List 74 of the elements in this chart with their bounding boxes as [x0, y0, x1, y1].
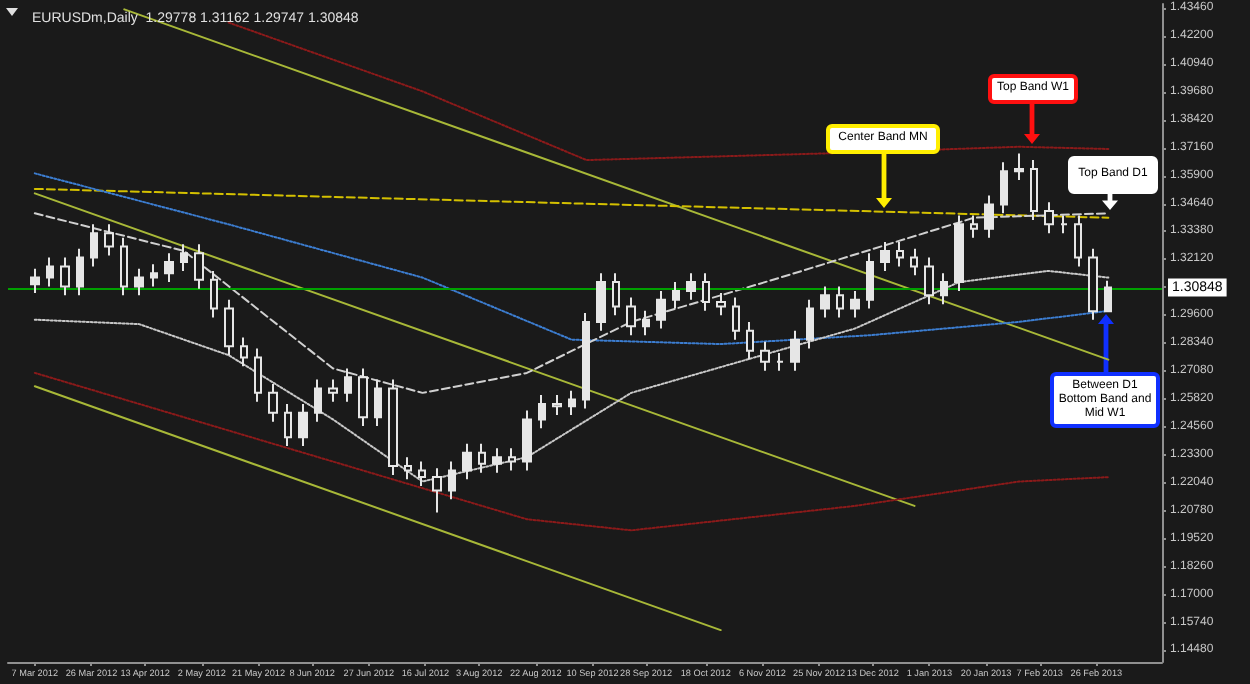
candlestick: [702, 272, 710, 312]
candlestick: [1014, 152, 1024, 182]
candlestick: [478, 442, 486, 474]
candlestick: [150, 263, 158, 288]
candlestick: [432, 467, 442, 514]
candlestick: [924, 256, 934, 306]
candlestick: [954, 214, 964, 292]
candlestick: [388, 378, 398, 476]
candlestick: [194, 243, 204, 290]
candlestick: [538, 394, 546, 430]
candlestick: [210, 269, 218, 319]
candlestick: [760, 340, 770, 372]
candlestick: [134, 267, 144, 297]
candlestick: [1088, 247, 1098, 321]
candlestick: [30, 267, 40, 295]
candlestick: [404, 456, 412, 481]
candlestick: [328, 378, 338, 403]
candlestick: [836, 285, 844, 319]
candlestick: [850, 289, 860, 319]
candlestick: [522, 409, 532, 472]
candlestick: [104, 223, 114, 257]
candlestick: [462, 442, 472, 481]
candlestick: [970, 214, 978, 239]
candlestick: [1060, 214, 1068, 235]
candlestick: [626, 296, 636, 337]
candlestick: [1000, 161, 1008, 215]
candlestick: [642, 309, 650, 337]
candlestick: [448, 460, 456, 501]
candlestick: [374, 378, 382, 428]
candlestick: [672, 281, 680, 310]
candlestick: [582, 312, 590, 410]
candlestick: [568, 389, 576, 417]
candlestick: [866, 252, 874, 310]
candlestick: [314, 378, 322, 423]
candlestick: [1074, 214, 1082, 268]
candlestick: [60, 256, 70, 297]
candlestick: [790, 329, 800, 372]
candlestick: [880, 241, 890, 272]
candlestick: [492, 447, 502, 474]
candlestick: [90, 223, 98, 268]
candlestick: [1030, 159, 1038, 221]
candlestick: [984, 194, 994, 239]
candlestick: [418, 460, 426, 487]
candlestick: [596, 272, 606, 332]
candlestick: [940, 272, 948, 306]
candlestick: [180, 243, 188, 272]
candlestick: [268, 382, 278, 423]
candlestick: [820, 285, 830, 319]
candlestick: [716, 292, 726, 317]
candlestick: [910, 247, 918, 277]
candlestick: [254, 347, 262, 403]
candlestick: [806, 298, 814, 350]
candlestick: [1104, 279, 1112, 314]
candlestick: [358, 367, 368, 428]
candlestick: [612, 272, 620, 317]
candlestick: [656, 289, 666, 330]
candlestick: [240, 336, 248, 368]
line-series: [227, 21, 1110, 162]
candlestick: [686, 272, 696, 301]
candlestick: [284, 402, 292, 448]
candlestick: [552, 394, 562, 417]
candlestick: [732, 296, 740, 341]
candlestick: [344, 367, 352, 403]
candlestick: [120, 236, 128, 297]
candlestick: [1044, 201, 1054, 235]
candlestick: [508, 447, 516, 472]
candlestick: [776, 351, 784, 372]
candlestick: [76, 247, 84, 297]
candlestick: [746, 320, 754, 361]
candlestick: [46, 256, 54, 288]
candlestick: [224, 298, 234, 357]
candlestick: [298, 402, 308, 448]
candlestick: [896, 241, 904, 268]
candlestick: [164, 252, 174, 284]
